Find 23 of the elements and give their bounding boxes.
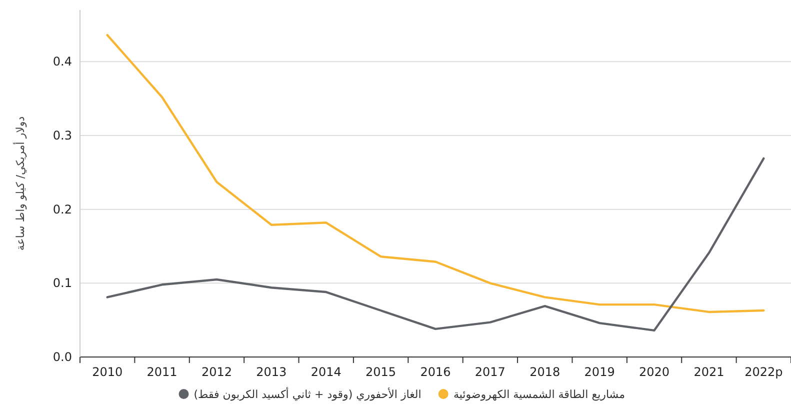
x-tick-label: 2021	[694, 365, 724, 379]
x-tick-label: 2016	[420, 365, 451, 379]
x-tick-label: 2022p	[744, 365, 783, 379]
y-tick-label: 0.1	[52, 276, 72, 290]
x-tick-label: 2018	[530, 365, 560, 379]
x-tick-label: 2010	[92, 365, 123, 379]
x-tick-label: 2011	[146, 365, 178, 379]
y-tick-label: 0.0	[52, 350, 72, 364]
x-tick-label: 2012	[201, 365, 232, 379]
y-tick-label: 0.4	[52, 54, 72, 69]
legend-item: الغاز الأحفوري (وقود + ثاني أكسيد الكربون فقط)	[178, 388, 422, 401]
x-tick-label: 2017	[474, 365, 506, 379]
x-tick-label: 2013	[256, 365, 287, 379]
x-tick-label: 2015	[366, 365, 396, 379]
line-series	[106, 157, 765, 332]
x-tick-label: 2014	[310, 365, 342, 379]
legend-item: مشاريع الطاقة الشمسية الكهروضوئية	[438, 388, 625, 401]
y-axis-title: دولار أمريكي/ كيلو واط ساعة	[13, 116, 27, 251]
x-tick-label: 2019	[584, 365, 615, 379]
x-tick-label: 2020	[638, 365, 670, 379]
line-series	[106, 34, 765, 314]
y-tick-label: 0.2	[52, 202, 72, 216]
y-tick-label: 0.3	[52, 128, 72, 143]
